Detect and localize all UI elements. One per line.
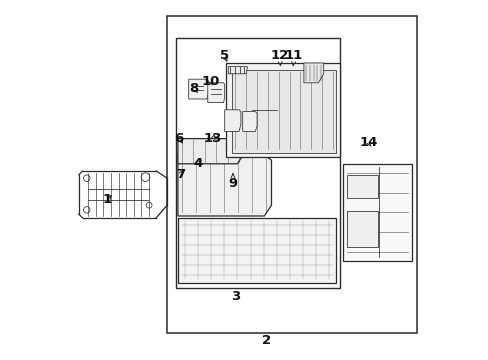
Text: 12: 12 bbox=[270, 49, 288, 66]
Text: 13: 13 bbox=[203, 132, 222, 145]
Polygon shape bbox=[228, 67, 247, 74]
Text: 7: 7 bbox=[176, 168, 184, 181]
Bar bbox=[346, 211, 377, 247]
Polygon shape bbox=[188, 79, 208, 99]
Polygon shape bbox=[224, 110, 241, 131]
Polygon shape bbox=[242, 112, 257, 131]
Text: 5: 5 bbox=[220, 49, 229, 62]
Bar bbox=[167, 16, 416, 333]
Text: 8: 8 bbox=[189, 82, 198, 95]
Polygon shape bbox=[303, 63, 323, 83]
Text: 6: 6 bbox=[174, 132, 183, 145]
Polygon shape bbox=[178, 218, 336, 283]
Polygon shape bbox=[226, 63, 339, 157]
Text: 3: 3 bbox=[230, 291, 240, 303]
Text: 4: 4 bbox=[193, 157, 203, 170]
Text: 11: 11 bbox=[285, 49, 303, 66]
Circle shape bbox=[287, 67, 298, 77]
Polygon shape bbox=[178, 155, 271, 216]
Text: 9: 9 bbox=[228, 174, 237, 190]
Polygon shape bbox=[207, 83, 224, 103]
Bar bbox=[346, 175, 377, 198]
Text: 1: 1 bbox=[102, 193, 111, 206]
Text: 14: 14 bbox=[359, 136, 377, 149]
Text: 2: 2 bbox=[261, 334, 270, 347]
Bar bbox=[176, 38, 339, 288]
Bar bbox=[231, 70, 336, 153]
Text: 10: 10 bbox=[201, 75, 220, 87]
Polygon shape bbox=[343, 164, 411, 261]
Polygon shape bbox=[178, 139, 244, 164]
